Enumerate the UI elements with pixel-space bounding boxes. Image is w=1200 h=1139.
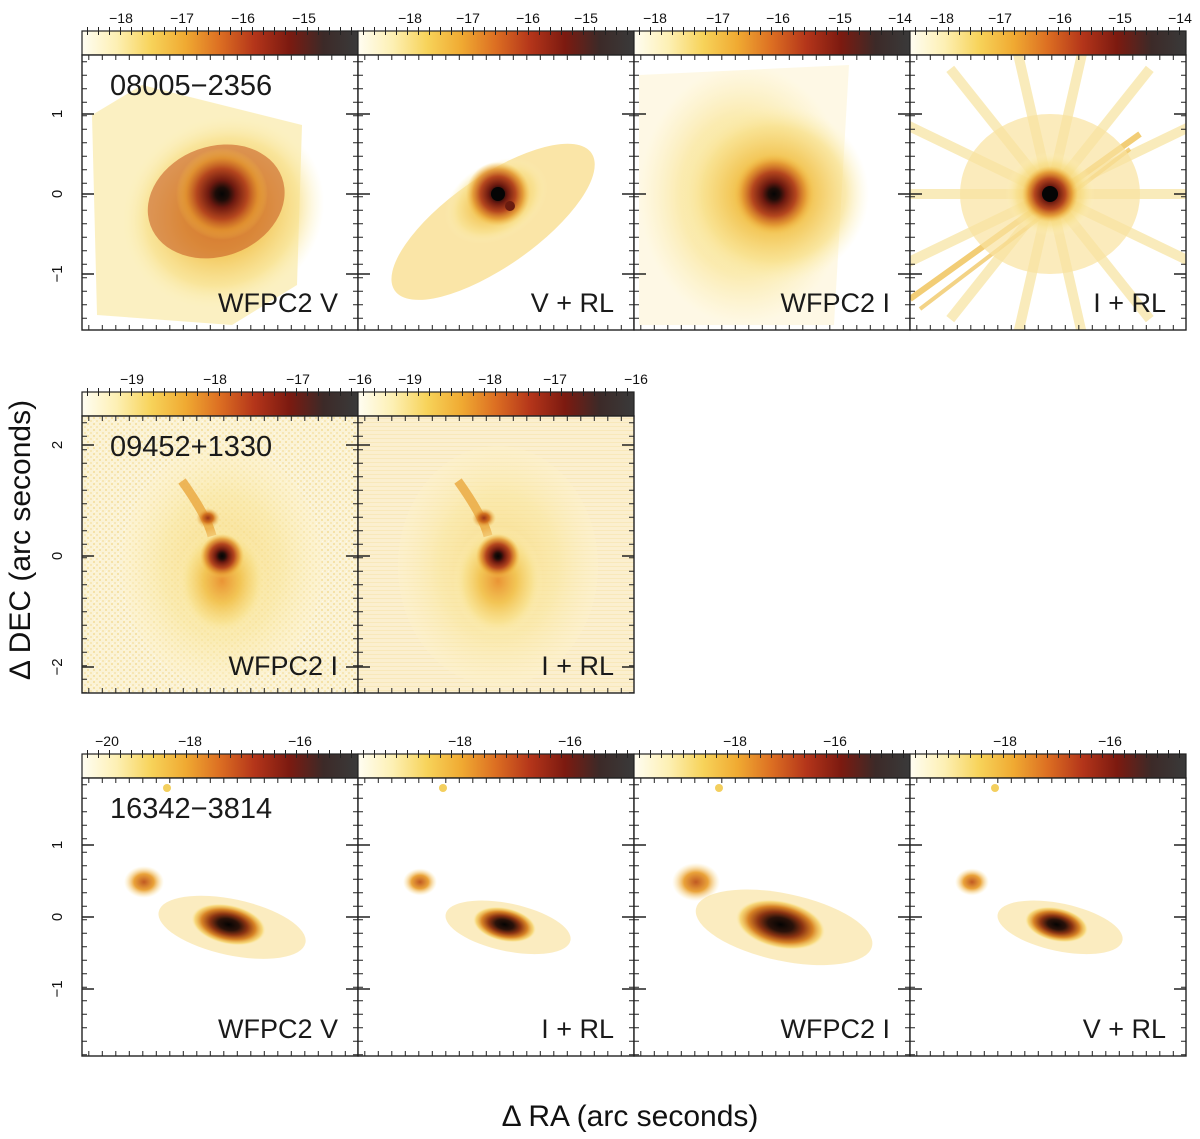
image-panel: −19 −18 −17 −16 I + RL [357,371,648,694]
colorbar-tick-label: −19 [398,371,422,387]
x-axis-title: Δ RA (arc seconds) [502,1100,759,1133]
colorbar-tick-label: −16 [823,733,847,749]
colorbar-tick-label: −17 [170,10,194,26]
colorbar-tick-label: −18 [478,371,502,387]
y-tick-label: 0 [49,552,66,560]
colorbar-tick-label: −16 [1098,733,1122,749]
y-tick-label: −2 [49,658,66,675]
colorbar-tick-label: −18 [109,10,133,26]
panel-band-label: V + RL [1083,1014,1166,1044]
colorbar-tick-label: −15 [292,10,316,26]
colorbar-tick-label: −15 [828,10,852,26]
image-panel: −18 −17 −16 −15 −14 I + RL [909,10,1192,331]
y-tick-label: 2 [49,441,66,449]
y-tick-label: −1 [49,980,66,997]
colorbar-tick-label: −16 [231,10,255,26]
colorbar-tick-label: −18 [930,10,954,26]
colorbar-tick-label: −18 [643,10,667,26]
figure-row: −20 −18 −16 WFPC2 V −18 −16 I + RL −18 −16 WFPC2 … [49,733,1187,1057]
object-name-label: 08005−2356 [110,70,272,102]
y-tick-label: −1 [49,265,66,282]
colorbar-tick-label: −16 [516,10,540,26]
colorbar-tick-label: −18 [398,10,422,26]
panel-image [124,784,306,959]
colorbar-tick-label: −17 [706,10,730,26]
panel-image [639,65,869,325]
colorbar-tick-label: −16 [348,371,372,387]
image-panel: −18 −16 V + RL [909,733,1187,1057]
colorbar-tick-label: −18 [178,733,202,749]
colorbar-tick-label: −15 [574,10,598,26]
panel-image [672,784,873,966]
panel-image [82,416,358,693]
image-panel: −18 −16 I + RL [357,733,635,1057]
colorbar-tick-label: −19 [120,371,144,387]
y-axis-title: Δ DEC (arc seconds) [4,400,37,680]
colorbar-tick-label: −16 [766,10,790,26]
panel-image [92,85,325,325]
colorbar-tick-label: −15 [1108,10,1132,26]
panel-band-label: WFPC2 I [780,288,890,318]
panel-image [403,784,571,955]
object-name-label: 16342−3814 [110,793,272,825]
colorbar-tick-label: −17 [286,371,310,387]
colorbar-tick-label: −14 [1168,10,1192,26]
colorbar-tick-label: −17 [543,371,567,387]
colorbar-tick-label: −18 [203,371,227,387]
panel-band-label: I + RL [1093,288,1166,318]
panel-band-label: I + RL [541,1014,614,1044]
panel-band-label: V + RL [531,288,614,318]
y-tick-label: 1 [49,110,66,118]
panel-band-label: WFPC2 I [228,651,338,681]
colorbar-tick-label: −17 [456,10,480,26]
panel-band-label: WFPC2 V [218,288,338,318]
image-panel: −18 −16 WFPC2 I [633,733,911,1057]
panel-image [391,143,595,300]
colorbar-tick-label: −18 [723,733,747,749]
colorbar-tick-label: −18 [448,733,472,749]
image-panel: −18 −17 −16 −15 −14 WFPC2 I [633,10,912,331]
colorbar-tick-label: −16 [624,371,648,387]
y-tick-label: 0 [49,190,66,198]
image-panel: −18 −17 −16 −15 WFPC2 V [81,10,359,331]
image-panel: −18 −17 −16 −15 V + RL [357,10,635,331]
panel-image [910,55,1186,330]
colorbar-tick-label: −20 [95,733,119,749]
image-panel: −19 −18 −17 −16 WFPC2 I [81,371,372,694]
image-panel: −20 −18 −16 WFPC2 V [81,733,359,1057]
colorbar-tick-label: −18 [993,733,1017,749]
figure-row: −19 −18 −17 −16 WFPC2 I −19 −18 −17 −16 I + RL 094… [49,371,648,694]
object-name-label: 09452+1330 [110,431,272,463]
colorbar-tick-label: −14 [888,10,912,26]
panel-image [358,416,634,693]
colorbar-tick-label: −16 [288,733,312,749]
y-tick-label: 0 [49,913,66,921]
colorbar-tick-label: −16 [558,733,582,749]
y-tick-label: 1 [49,841,66,849]
panel-band-label: WFPC2 I [780,1014,890,1044]
panel-band-label: I + RL [541,651,614,681]
colorbar-tick-label: −17 [988,10,1012,26]
colorbar-tick-label: −16 [1048,10,1072,26]
panel-image [955,784,1123,955]
panel-band-label: WFPC2 V [218,1014,338,1044]
